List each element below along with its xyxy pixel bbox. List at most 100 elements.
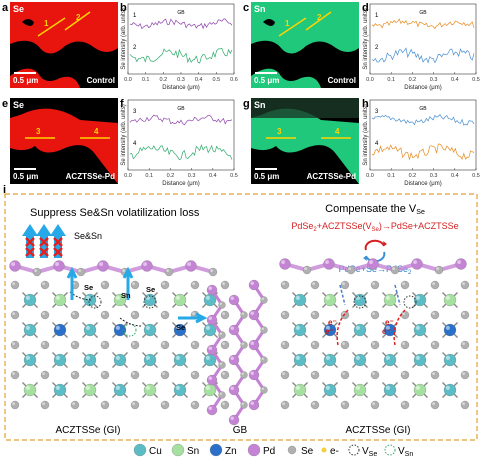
cross: [39, 237, 49, 247]
atom-highlight: [102, 282, 105, 285]
atom-highlight: [230, 296, 234, 300]
atom-highlight: [222, 282, 226, 285]
atom: [143, 353, 157, 367]
atom: [40, 310, 50, 320]
atom-highlight: [12, 342, 16, 345]
atom: [280, 340, 290, 350]
atom: [206, 374, 218, 386]
cross: [25, 247, 35, 257]
atom-highlight: [230, 356, 234, 360]
atom-highlight: [402, 312, 405, 315]
atom: [208, 267, 218, 277]
atom-highlight: [432, 312, 435, 315]
atom-highlight: [115, 325, 120, 330]
atom: [443, 323, 457, 337]
atom-highlight: [210, 269, 214, 272]
atom: [160, 370, 170, 380]
x-tick-label: 0.6: [230, 77, 238, 83]
atom-highlight: [325, 355, 330, 360]
panel-letter: i: [3, 184, 6, 196]
atom-highlight: [219, 362, 222, 365]
atom: [340, 310, 350, 320]
atom-highlight: [72, 372, 75, 375]
atom-highlight: [162, 342, 166, 345]
atom-highlight: [312, 312, 315, 315]
x-axis-label: Distance (μm): [162, 181, 199, 187]
curve-label: 1: [375, 13, 379, 19]
atom-highlight: [187, 262, 191, 267]
atom-highlight: [445, 295, 450, 300]
atom-highlight: [385, 325, 390, 330]
gb-label: GB: [233, 425, 248, 436]
atom-highlight: [432, 342, 435, 345]
compensation-arrow: [394, 284, 401, 306]
atom: [160, 310, 170, 320]
atom: [23, 353, 37, 367]
atom: [293, 323, 307, 337]
atom-highlight: [445, 325, 450, 330]
atom-highlight: [145, 385, 150, 390]
profile-curve: [371, 114, 475, 126]
atom: [190, 400, 200, 410]
profile-curve: [129, 143, 233, 161]
dark-region: [22, 19, 84, 56]
r-part: PdSe: [291, 221, 313, 231]
atom-highlight: [385, 355, 390, 360]
cross: [53, 237, 63, 247]
profile-curve: [371, 143, 475, 161]
x-tick-label: 0.1: [145, 173, 153, 179]
scale-label: 0.5 μm: [254, 76, 279, 85]
atom-highlight: [385, 385, 390, 390]
atom: [455, 258, 467, 270]
r-sub: 2: [313, 227, 317, 233]
atom: [220, 310, 230, 320]
atom: [130, 400, 140, 410]
atom-highlight: [208, 346, 212, 350]
cross: [53, 247, 63, 257]
atom-highlight: [11, 262, 15, 267]
r-part: +ACZTSSe(V: [317, 221, 372, 231]
atom-highlight: [462, 312, 465, 315]
atom: [97, 260, 109, 272]
atom: [218, 331, 226, 339]
atom-highlight: [175, 295, 180, 300]
atom: [434, 265, 444, 275]
legend-label: Cu: [149, 446, 162, 457]
plot-frame: [127, 99, 235, 171]
x-tick-label: 0.3: [188, 173, 196, 179]
atom-highlight: [102, 372, 105, 375]
legend-label: Se: [301, 446, 314, 457]
atom: [413, 353, 427, 367]
atom-highlight: [102, 342, 105, 345]
atom-highlight: [432, 402, 435, 405]
atom-highlight: [348, 267, 351, 270]
panel-letter: f: [120, 98, 124, 110]
atom-highlight: [85, 325, 90, 330]
atom-highlight: [162, 402, 166, 405]
vacancy: [403, 295, 417, 309]
profile-curve: [371, 18, 475, 30]
scale-label: 0.5 μm: [13, 172, 38, 181]
atom-label: Se: [176, 323, 185, 332]
atom-highlight: [342, 282, 345, 285]
left-label: ACZTSSe (GI): [55, 425, 120, 436]
atom-highlight: [132, 372, 136, 375]
curve-label: 4: [375, 141, 379, 147]
atom-highlight: [250, 311, 254, 315]
x-tick-label: 0.0: [124, 173, 132, 179]
curve-label: 3: [133, 109, 137, 115]
dark-region: [263, 19, 325, 56]
panel-letter: d: [362, 2, 369, 14]
atom: [220, 400, 230, 410]
x-tick-label: 0.0: [366, 77, 374, 83]
dark-region: [251, 40, 359, 88]
atom: [460, 370, 470, 380]
line-label: 1: [285, 19, 290, 28]
atom-highlight: [250, 401, 254, 405]
r-sub: Se: [372, 227, 380, 233]
curve-label: 2: [133, 45, 137, 51]
atom-highlight: [342, 372, 345, 375]
atom-highlight: [295, 325, 300, 330]
atom-highlight: [261, 357, 264, 360]
atom: [83, 353, 97, 367]
